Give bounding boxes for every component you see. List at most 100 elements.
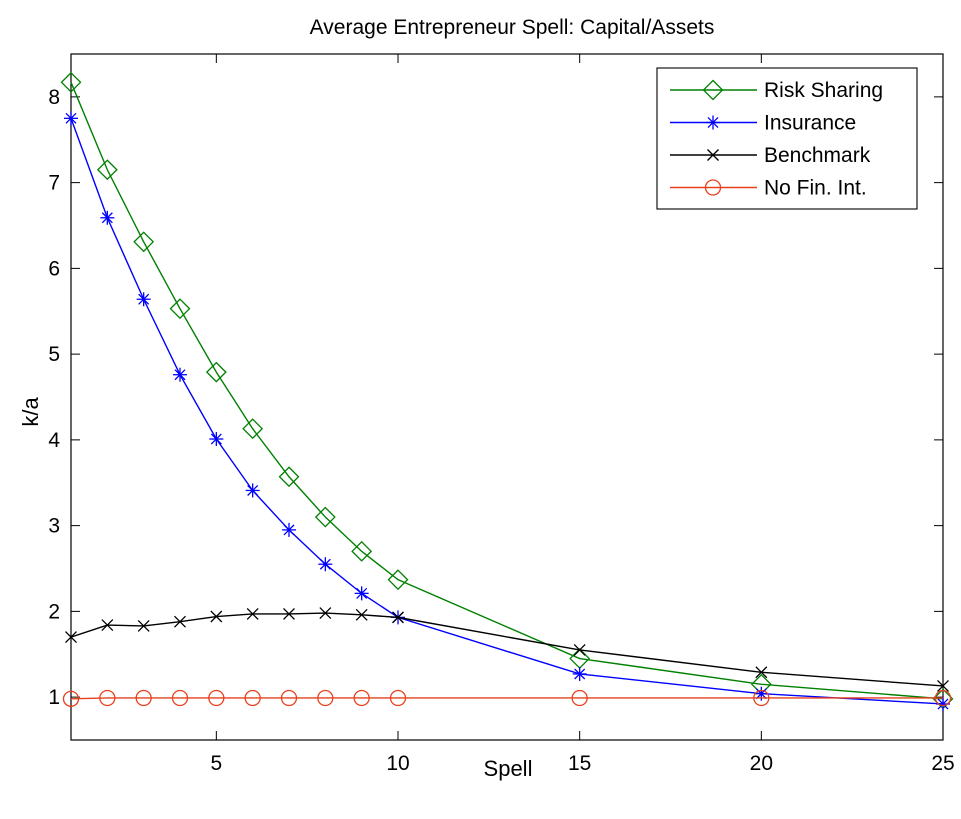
asterisk-stroke [210, 433, 222, 445]
data-point [387, 569, 409, 591]
x-stroke [392, 611, 404, 624]
data-point [280, 689, 298, 707]
x-tick-label: 25 [931, 752, 954, 775]
data-point [242, 418, 264, 440]
diamond-marker [387, 569, 409, 591]
data-point [136, 292, 151, 307]
circle-marker [753, 689, 770, 707]
x-stroke [319, 607, 332, 620]
data-point [278, 466, 300, 488]
data-point [209, 432, 224, 447]
data-point [133, 231, 155, 253]
legend-marker [706, 115, 720, 130]
y-tick-label: 3 [48, 515, 60, 538]
y-tick-label: 5 [48, 343, 60, 366]
diamond-marker [169, 298, 191, 320]
legend-label: Risk Sharing [764, 79, 883, 102]
asterisk-stroke [247, 484, 259, 496]
x-stroke [210, 610, 223, 623]
data-point [934, 689, 952, 707]
x-stroke [283, 607, 295, 620]
diamond-marker [314, 506, 336, 528]
circle-marker [208, 689, 225, 707]
data-point [282, 522, 296, 537]
x-stroke [573, 644, 586, 656]
data-point [62, 690, 80, 707]
data-point [389, 689, 407, 707]
diamond-marker [205, 361, 227, 383]
y-tick-label: 1 [48, 686, 60, 709]
data-point [317, 689, 334, 707]
y-tick-label: 7 [48, 172, 60, 195]
data-point [208, 689, 225, 707]
plot-frame [70, 53, 944, 741]
legend-marker [707, 149, 719, 161]
data-point [171, 689, 189, 707]
asterisk-stroke [755, 688, 767, 700]
diamond-marker [278, 466, 300, 488]
data-point [245, 483, 260, 498]
data-point [314, 506, 336, 528]
asterisk-stroke [356, 587, 368, 599]
data-point [319, 607, 332, 620]
legend-marker [704, 179, 722, 196]
series-no-fin-int [62, 689, 952, 707]
y-tick-label: 8 [48, 86, 60, 109]
diamond-marker [702, 79, 724, 101]
data-point [205, 361, 227, 383]
legend-label: No Fin. Int. [764, 177, 867, 200]
legend-entry: Insurance [670, 112, 856, 135]
data-point [96, 159, 118, 181]
data-point [572, 666, 587, 681]
data-point [392, 611, 404, 624]
diamond-marker [242, 418, 264, 440]
asterisk-stroke [283, 524, 295, 536]
data-point [355, 608, 368, 621]
y-axis-label: k/a [18, 397, 43, 427]
data-point [100, 210, 115, 225]
asterisk-stroke [138, 293, 150, 305]
data-point [64, 111, 78, 126]
x-stroke [707, 149, 719, 161]
asterisk-stroke [574, 668, 586, 680]
series-benchmark [65, 607, 949, 692]
data-point [571, 689, 588, 707]
series-line [70, 82, 944, 700]
legend-entry: Benchmark [670, 144, 871, 167]
asterisk-stroke [937, 698, 949, 710]
x-stroke [65, 631, 77, 644]
legend-label: Benchmark [764, 144, 871, 167]
x-axis-label: Spell [484, 756, 533, 781]
x-stroke [246, 607, 259, 620]
data-point [244, 689, 261, 707]
legend-entry: Risk Sharing [670, 79, 883, 102]
data-point [65, 631, 77, 644]
circle-marker [135, 689, 152, 707]
circle-marker [244, 689, 261, 707]
circle-marker [280, 689, 298, 707]
data-point [135, 689, 152, 707]
circle-marker [571, 689, 588, 707]
data-point [246, 607, 259, 620]
y-tick-label: 6 [48, 257, 60, 280]
asterisk-stroke [101, 212, 113, 224]
chart-title: Average Entrepreneur Spell: Capital/Asse… [310, 16, 715, 39]
legend-marker [702, 79, 724, 101]
series-line [70, 612, 944, 687]
data-point [60, 71, 82, 93]
series-layer [60, 71, 954, 711]
x-tick-label: 15 [568, 752, 591, 775]
series-risk-sharing [60, 71, 954, 710]
x-stroke [174, 615, 186, 628]
axis-ticks: 5 10 15 20 25 1 2 3 4 5 6 7 8 [48, 54, 955, 775]
data-point [573, 644, 586, 656]
y-tick-label: 4 [48, 429, 60, 452]
diamond-marker [133, 231, 155, 253]
data-point [755, 666, 768, 679]
data-point [353, 689, 370, 707]
x-tick-label: 20 [750, 752, 773, 775]
data-point [753, 689, 770, 707]
circle-marker [317, 689, 334, 707]
